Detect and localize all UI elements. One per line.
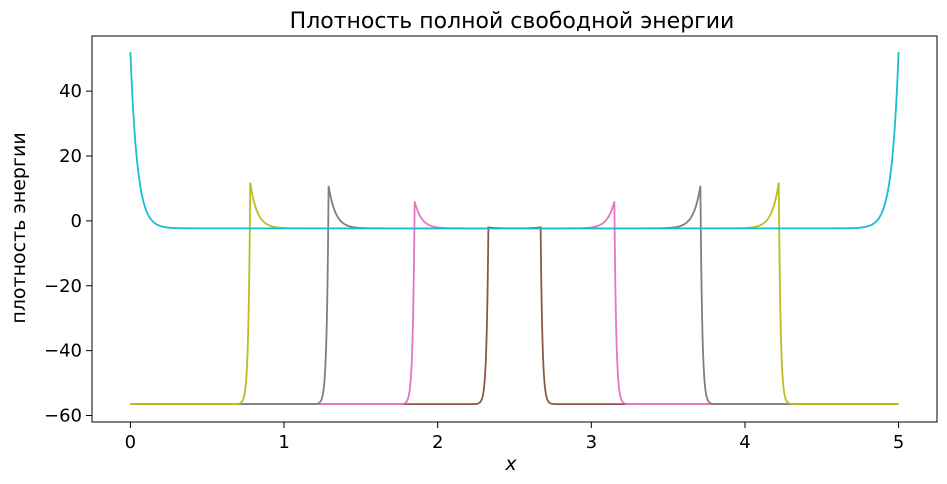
x-tick-label: 1 (278, 432, 289, 453)
x-tick-label: 3 (586, 432, 597, 453)
x-axis-label: x (504, 453, 517, 475)
y-tick-label: 0 (71, 211, 82, 232)
y-tick-label: 20 (59, 146, 82, 167)
y-tick-label: 40 (59, 81, 82, 102)
series-line (129, 52, 900, 230)
chart-title: Плотность полной свободной энергии (290, 9, 735, 34)
x-tick-label: 2 (432, 432, 443, 453)
y-tick-label: −40 (44, 341, 82, 362)
y-axis: −60 −40 −20 0 20 40 (44, 81, 92, 427)
series-line (130, 185, 899, 406)
x-tick-label: 5 (893, 432, 904, 453)
series-line (130, 182, 899, 406)
x-axis: 0 1 2 3 4 5 (125, 422, 904, 453)
y-tick-label: −20 (44, 276, 82, 297)
plot-frame (91, 35, 938, 423)
series-layer (129, 52, 900, 406)
series-line (130, 201, 899, 406)
x-tick-label: 4 (739, 432, 750, 453)
y-axis-label: плотность энергии (8, 132, 30, 323)
x-tick-label: 0 (125, 432, 136, 453)
y-tick-label: −60 (44, 406, 82, 427)
